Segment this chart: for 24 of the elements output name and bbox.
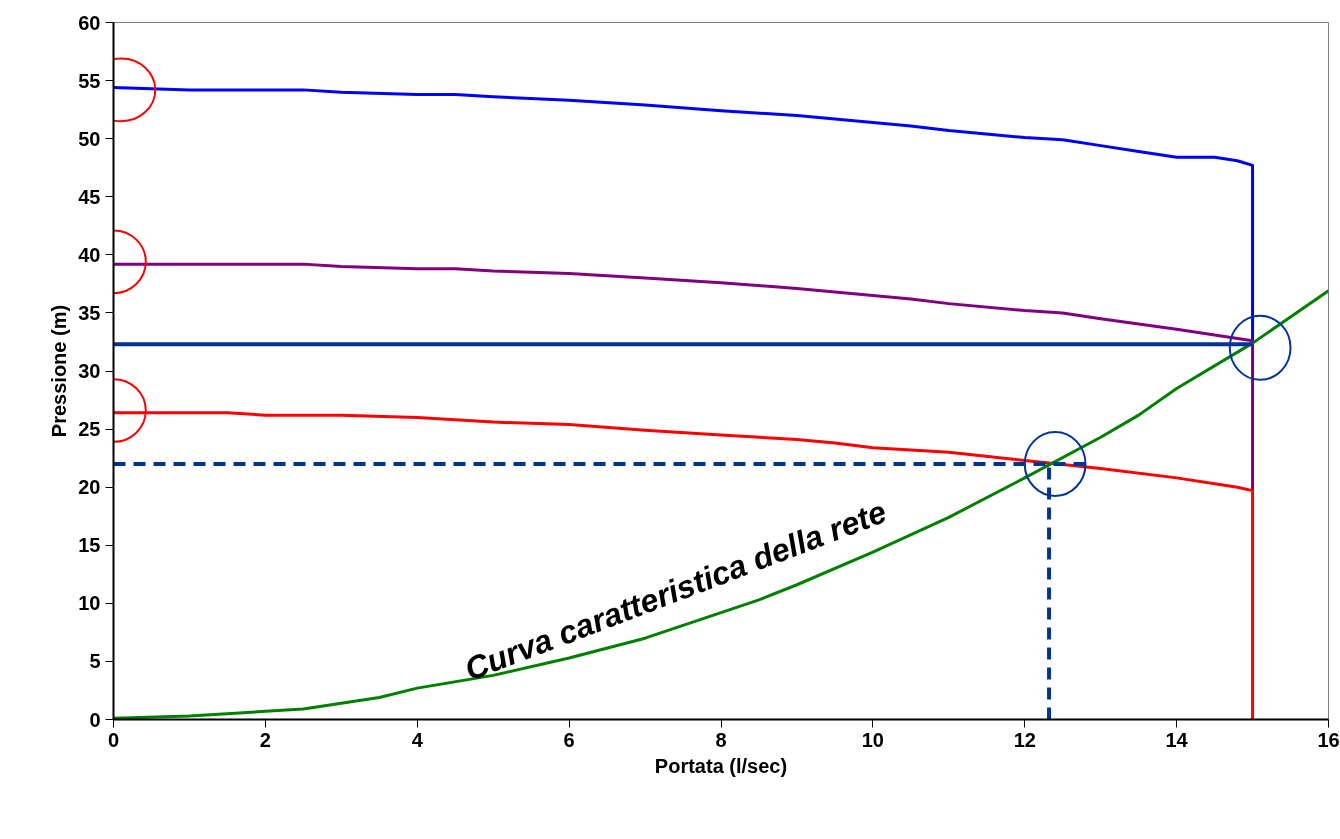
y-tick-label: 25 — [78, 418, 101, 441]
y-tick-label: 55 — [78, 69, 101, 92]
y-tick-label: 50 — [78, 127, 101, 150]
x-tick-label: 8 — [715, 728, 727, 751]
y-tick-label: 0 — [89, 708, 101, 731]
y-tick-label: 20 — [78, 476, 101, 499]
x-tick-label: 16 — [1317, 728, 1340, 751]
x-tick-label: 14 — [1165, 728, 1189, 751]
x-tick-label: 0 — [107, 728, 120, 751]
x-tick-label: 4 — [411, 728, 424, 751]
x-tick-label: 12 — [1013, 728, 1036, 751]
y-tick-label: 5 — [89, 650, 101, 673]
y-tick-label: 45 — [78, 185, 101, 208]
y-tick-label: 60 — [78, 11, 101, 34]
y-tick-label: 30 — [78, 360, 101, 382]
x-tick-label: 2 — [259, 728, 271, 751]
y-axis-title: Pressione (m) — [48, 304, 71, 438]
x-tick-label: 6 — [563, 728, 575, 751]
x-axis-title: Portata (l/sec) — [654, 754, 788, 777]
y-tick-label: 40 — [78, 243, 101, 266]
y-tick-label: 35 — [78, 301, 101, 324]
y-tick-label: 10 — [78, 592, 101, 615]
x-tick-label: 10 — [861, 728, 884, 751]
y-tick-label: 15 — [78, 534, 101, 557]
